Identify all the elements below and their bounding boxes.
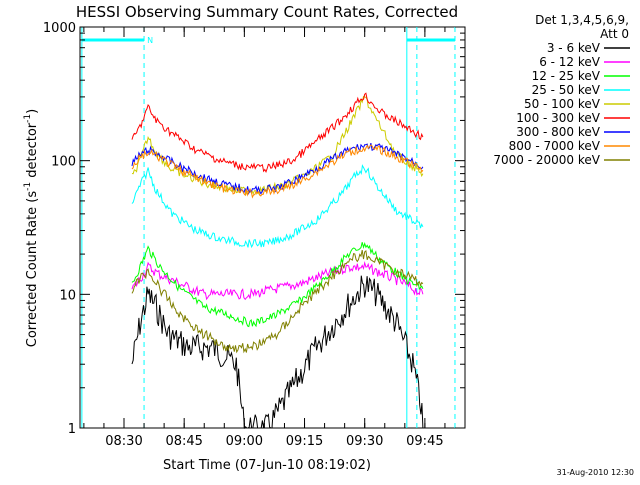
y-tick-label: 10 — [59, 288, 76, 303]
x-tick-label: 09:45 — [406, 434, 443, 449]
x-axis-label: Start Time (07-Jun-10 08:19:02) — [163, 458, 371, 473]
x-tick-label: 08:45 — [165, 434, 202, 449]
instrument-flags: N — [81, 27, 456, 428]
series-line — [131, 95, 424, 196]
legend-label: 50 - 100 keV — [524, 97, 601, 111]
y-tick-label: 1000 — [43, 21, 76, 36]
x-tick-label: 08:30 — [105, 434, 142, 449]
series-layer — [131, 92, 424, 430]
series-line — [131, 249, 424, 354]
series-line — [131, 164, 424, 249]
legend-label: 7000 - 20000 keV — [493, 153, 600, 167]
y-tick-label: 1 — [68, 422, 76, 437]
series-line — [131, 142, 424, 195]
chart-title: HESSI Observing Summary Count Rates, Cor… — [76, 3, 458, 21]
legend-label: 100 - 300 keV — [516, 111, 600, 125]
x-tick-label: 09:00 — [226, 434, 263, 449]
series-line — [131, 275, 424, 430]
series-line — [131, 144, 424, 199]
y-axis-label-sup2: -1 — [23, 114, 33, 123]
y-axis-label-mid: detector — [25, 122, 40, 182]
x-tick-label: 09:30 — [346, 434, 383, 449]
series-line — [131, 92, 424, 174]
legend-label: 3 - 6 keV — [547, 41, 601, 55]
legend-label: 25 - 50 keV — [532, 83, 601, 97]
legend-label: 12 - 25 keV — [532, 69, 601, 83]
y-axis-label-sup1: -1 — [23, 182, 33, 191]
flag-letter: N — [147, 36, 153, 45]
y-axis-label-main: Corrected Count Rate (s — [25, 191, 40, 348]
footer-date-stamp: 31-Aug-2010 12:30 — [557, 468, 634, 477]
legend-header-2: Att 0 — [600, 27, 629, 41]
legend-header-1: Det 1,3,4,5,6,9, — [535, 13, 629, 27]
series-line — [131, 242, 424, 328]
legend-label: 300 - 800 keV — [516, 125, 600, 139]
x-axis: 08:30 08:45 09:00 09:15 09:30 09:45 — [83, 27, 466, 449]
y-tick-label: 100 — [51, 155, 76, 170]
legend-label: 800 - 7000 keV — [509, 139, 601, 153]
x-tick-label: 09:15 — [286, 434, 323, 449]
y-axis: 1 10 100 1000 — [43, 21, 465, 437]
y-axis-label: Corrected Count Rate (s-1 detector-1) — [23, 109, 40, 347]
y-axis-label-end: ) — [25, 109, 40, 114]
legend-label: 6 - 12 keV — [539, 55, 601, 69]
